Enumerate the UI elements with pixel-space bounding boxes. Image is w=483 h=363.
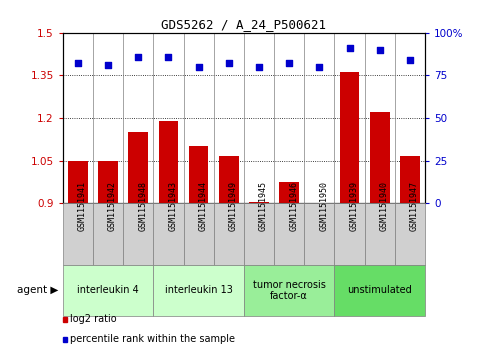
Text: tumor necrosis
factor-α: tumor necrosis factor-α — [253, 280, 326, 301]
Bar — [123, 203, 154, 265]
Point — [346, 45, 354, 51]
Text: GSM1151946: GSM1151946 — [289, 182, 298, 231]
Text: GSM1151949: GSM1151949 — [229, 182, 238, 231]
Point — [134, 54, 142, 60]
Text: GSM1151944: GSM1151944 — [199, 182, 208, 231]
Text: GSM1151948: GSM1151948 — [138, 182, 147, 231]
Bar — [365, 203, 395, 265]
Bar — [244, 265, 334, 316]
Text: GSM1151950: GSM1151950 — [319, 182, 328, 231]
Title: GDS5262 / A_24_P500621: GDS5262 / A_24_P500621 — [161, 19, 327, 32]
Bar — [249, 202, 269, 203]
Bar — [370, 112, 390, 203]
Bar — [128, 132, 148, 203]
Bar — [244, 203, 274, 265]
Text: agent ▶: agent ▶ — [16, 285, 58, 295]
Bar — [154, 203, 184, 265]
Bar — [158, 121, 178, 203]
Bar — [304, 203, 334, 265]
Bar — [63, 265, 154, 316]
Point — [406, 57, 414, 63]
Text: GSM1151943: GSM1151943 — [169, 182, 177, 231]
Bar — [189, 146, 209, 203]
Text: interleukin 13: interleukin 13 — [165, 285, 233, 295]
Point — [255, 64, 263, 70]
Text: GSM1151947: GSM1151947 — [410, 182, 419, 231]
Text: unstimulated: unstimulated — [347, 285, 412, 295]
Text: GSM1151941: GSM1151941 — [78, 182, 87, 231]
Bar — [184, 203, 213, 265]
Point — [376, 47, 384, 53]
Bar — [274, 203, 304, 265]
Text: interleukin 4: interleukin 4 — [77, 285, 139, 295]
Bar — [334, 203, 365, 265]
Bar — [340, 73, 359, 203]
Point — [285, 61, 293, 66]
Point — [195, 64, 202, 70]
Bar — [395, 203, 425, 265]
Point — [225, 61, 233, 66]
Bar — [334, 265, 425, 316]
Point — [74, 61, 82, 66]
Bar — [98, 160, 118, 203]
Text: GSM1151945: GSM1151945 — [259, 182, 268, 231]
Point — [104, 62, 112, 68]
Point — [315, 64, 323, 70]
Bar — [279, 182, 299, 203]
Bar — [219, 156, 239, 203]
Text: GSM1151940: GSM1151940 — [380, 182, 389, 231]
Bar — [400, 156, 420, 203]
Text: GSM1151942: GSM1151942 — [108, 182, 117, 231]
Point — [165, 54, 172, 60]
Text: percentile rank within the sample: percentile rank within the sample — [70, 334, 235, 344]
Bar — [213, 203, 244, 265]
Text: log2 ratio: log2 ratio — [70, 314, 116, 325]
Bar — [63, 203, 93, 265]
Bar — [154, 265, 244, 316]
Bar — [68, 160, 88, 203]
Text: GSM1151939: GSM1151939 — [350, 182, 358, 231]
Bar — [93, 203, 123, 265]
